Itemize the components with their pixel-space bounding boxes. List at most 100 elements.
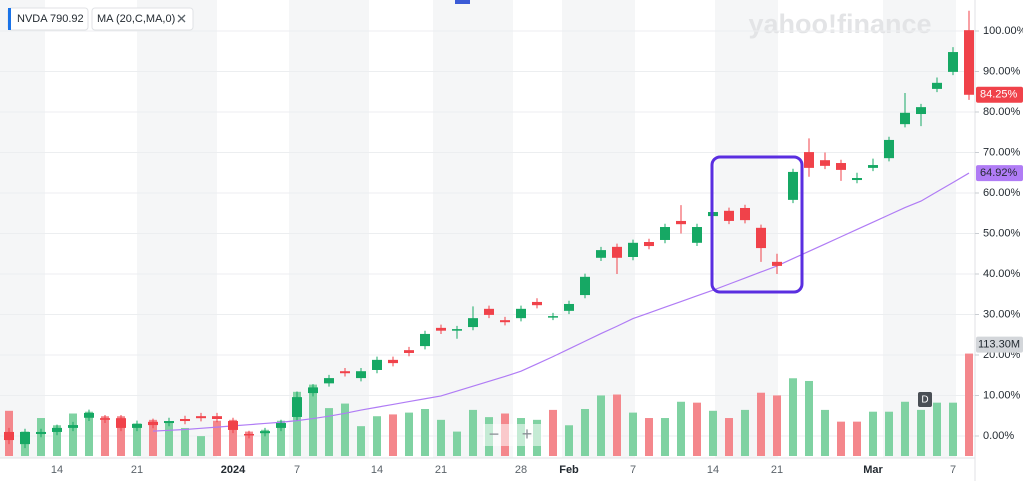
last-close-label: 84.25% [980, 89, 1018, 101]
candle [356, 367, 366, 382]
candle-body [932, 82, 942, 89]
week-band [433, 0, 513, 458]
volume-bar [325, 408, 333, 456]
volume-bar [725, 418, 733, 456]
candle-body [52, 427, 62, 432]
candle [644, 238, 654, 250]
y-tick-label: 70.00% [983, 146, 1021, 158]
volume-bar [53, 425, 61, 456]
candle-body [852, 178, 862, 181]
candle-body [436, 327, 446, 331]
zoom-out[interactable]: − [489, 424, 500, 444]
candle [340, 367, 350, 377]
volume-bar [277, 420, 285, 456]
x-tick-label: 7 [294, 464, 300, 476]
indicator-close[interactable] [177, 14, 186, 23]
candle [116, 414, 126, 432]
x-tick-label: 14 [371, 464, 383, 476]
week-band [289, 0, 369, 458]
candle-body [740, 207, 750, 221]
volume-bar [229, 419, 237, 456]
interval-button[interactable]: D [921, 395, 928, 406]
volume-bar [261, 429, 269, 456]
volume-bar [549, 409, 557, 456]
candle [964, 10, 974, 100]
volume-bar [245, 431, 253, 456]
volume-bar [965, 353, 973, 456]
candle [132, 420, 142, 432]
week-band [0, 0, 45, 458]
volume-bar [405, 412, 413, 456]
volume-bar [837, 421, 845, 456]
candle-body [516, 308, 526, 319]
close-icon [177, 14, 186, 23]
candle [692, 223, 702, 247]
volume-bar [165, 421, 173, 456]
volume-bar [309, 384, 317, 456]
candle-body [596, 250, 606, 258]
volume-bar [389, 414, 397, 456]
zoom-bg [483, 424, 543, 446]
candle-body [388, 359, 398, 364]
x-tick-label: 2024 [221, 464, 246, 476]
volume-bar [629, 412, 637, 456]
candle [180, 415, 190, 425]
zoom-in[interactable]: + [522, 424, 533, 444]
candle-body [772, 261, 782, 266]
candle-body [20, 431, 30, 445]
candle [196, 412, 206, 422]
x-tick-label: 21 [131, 464, 143, 476]
volume-bar [805, 380, 813, 456]
volume-bar [453, 431, 461, 456]
candle [324, 374, 334, 387]
candle-body [356, 371, 366, 379]
candle [468, 306, 478, 331]
candle-body [180, 418, 190, 422]
candle [260, 427, 270, 437]
candle [612, 243, 622, 274]
candle-body [132, 423, 142, 428]
interval-button-bg[interactable] [918, 392, 932, 407]
candle [244, 430, 254, 439]
symbol: NVDA [17, 13, 48, 25]
candle-body [644, 242, 654, 247]
volume-bar [901, 401, 909, 456]
volume-bar [949, 402, 957, 456]
candle [452, 325, 462, 339]
candle [548, 312, 558, 321]
x-tick-label: 7 [630, 464, 636, 476]
volume-bar [69, 413, 77, 456]
candle-body [452, 329, 462, 331]
volume-bar [373, 416, 381, 456]
volume-bar [677, 401, 685, 456]
candle-body [964, 30, 974, 95]
ma-line [152, 172, 970, 432]
volume-bar [597, 395, 605, 456]
last-close-label-bg [976, 86, 1023, 103]
volume-bar [565, 425, 573, 456]
candle [740, 204, 750, 224]
volume-bar [149, 419, 157, 456]
candle [580, 273, 590, 299]
x-tick-label: 28 [515, 464, 527, 476]
x-tick-label: Feb [559, 464, 579, 476]
volume-bar [293, 391, 301, 456]
volume-bar [181, 427, 189, 456]
volume-last-label: 113.30M [978, 338, 1020, 350]
symbol-swatch [8, 8, 11, 30]
candle-body [420, 333, 430, 347]
x-tick-label: 14 [51, 464, 63, 476]
volume-bar [581, 408, 589, 456]
candle [916, 103, 926, 127]
candle-body [836, 163, 846, 170]
candle-body [196, 416, 206, 419]
volume-bar [197, 436, 205, 456]
indicator-box[interactable] [91, 7, 194, 31]
week-bands [0, 0, 956, 458]
candle-body [36, 431, 46, 434]
candle-body [916, 107, 926, 115]
candle-body [404, 350, 414, 353]
candle-body [276, 423, 286, 428]
candle-body [580, 276, 590, 296]
x-tick-label: 7 [950, 464, 956, 476]
